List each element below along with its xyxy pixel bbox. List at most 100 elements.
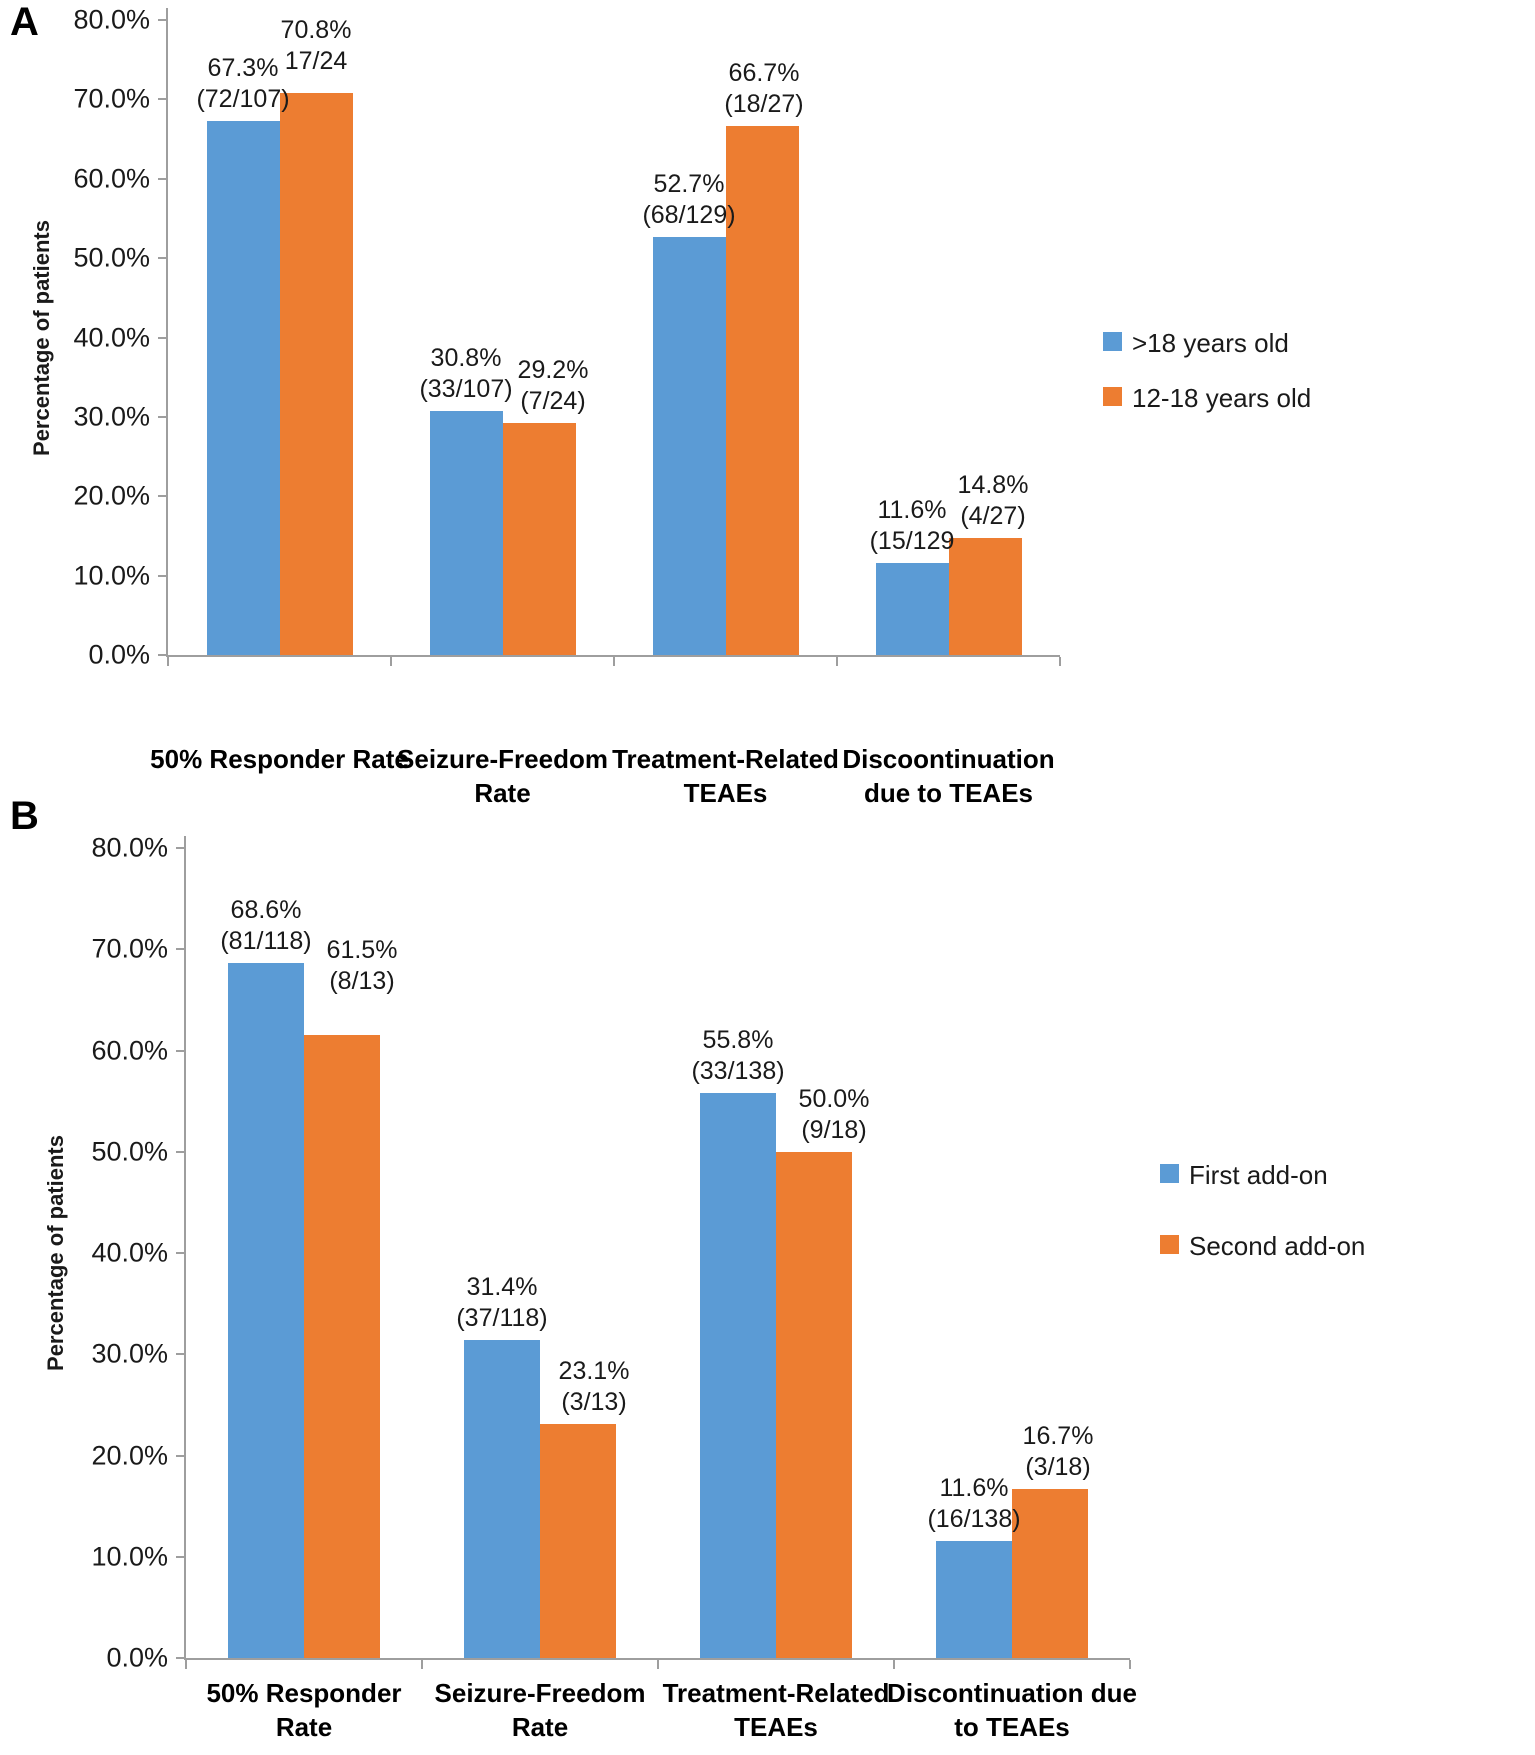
y-tick-mark: [158, 654, 168, 656]
bar-series1: [936, 1540, 1012, 1658]
y-tick-mark: [176, 1657, 186, 1659]
y-tick-label: 40.0%: [73, 322, 150, 352]
panel-a-letter: A: [10, 0, 39, 44]
x-category-label: Discoontinuation due to TEAEs: [842, 744, 1055, 808]
x-category-label: Discontinuation due to TEAEs: [887, 1678, 1137, 1742]
y-tick-mark: [176, 1454, 186, 1457]
y-tick-mark: [158, 495, 168, 498]
legend-item: First add-on: [1160, 1160, 1420, 1190]
y-tick-label: 80.0%: [91, 832, 168, 863]
y-tick-mark: [158, 415, 168, 418]
bar-series2: [279, 93, 353, 655]
y-tick-mark: [176, 948, 186, 951]
y-axis-title: Percentage of patients: [43, 1135, 68, 1371]
legend-label: First add-on: [1189, 1160, 1328, 1190]
y-tick-mark: [176, 1555, 186, 1558]
y-tick-label: 60.0%: [73, 163, 150, 194]
legend-swatch-icon: [1103, 332, 1122, 351]
legend-label: >18 years old: [1132, 328, 1289, 358]
x-category-label: Seizure-Freedom Rate: [397, 744, 608, 808]
x-tick-mark: [1129, 1660, 1131, 1669]
bar-value-label: 30.8% (33/107): [419, 343, 513, 403]
bar-value-label: 31.4% (37/118): [456, 1273, 548, 1333]
x-tick-mark: [657, 1660, 659, 1669]
bar-series2: [304, 1035, 380, 1658]
bar-series2: [776, 1151, 852, 1658]
y-tick-mark: [176, 1049, 186, 1052]
y-tick-mark: [158, 19, 168, 21]
bar-value-label: 52.7% (68/129): [642, 169, 736, 229]
y-axis-line: [166, 8, 168, 657]
x-category-label: 50% Responder Rate: [206, 1678, 402, 1742]
y-tick-label: 80.0%: [73, 4, 150, 35]
bar-series1: [206, 120, 280, 655]
y-tick-label: 60.0%: [91, 1035, 168, 1065]
y-tick-mark: [158, 257, 168, 260]
bar-series1: [464, 1340, 540, 1658]
x-axis-line: [168, 655, 1060, 657]
y-tick-mark: [158, 336, 168, 339]
legend-label: 12-18 years old: [1132, 383, 1312, 413]
y-tick-mark: [158, 574, 168, 577]
x-category-label: Seizure-Freedom Rate: [434, 1678, 646, 1742]
x-tick-mark: [836, 657, 838, 666]
y-tick-mark: [176, 847, 186, 849]
x-category-label: Treatment-Related TEAEs: [612, 744, 839, 808]
x-tick-mark: [613, 657, 615, 666]
bar-series2: [540, 1424, 616, 1658]
bar-value-label: 67.3% (72/107): [196, 53, 290, 113]
legend-item: Second add-on: [1160, 1231, 1420, 1261]
x-tick-mark: [1059, 657, 1061, 666]
bar-series1: [875, 562, 949, 655]
bar-series1: [652, 236, 726, 655]
bar-value-label: 50.0% (9/18): [798, 1084, 870, 1144]
y-tick-mark: [176, 1252, 186, 1254]
y-tick-label: 0.0%: [88, 639, 150, 670]
y-tick-label: 40.0%: [91, 1237, 168, 1268]
legend-swatch-icon: [1103, 387, 1122, 406]
y-tick-mark: [158, 98, 168, 101]
y-tick-label: 20.0%: [73, 480, 150, 511]
bar-series2: [948, 537, 1022, 655]
y-tick-label: 70.0%: [73, 83, 150, 114]
x-category-label: 50% Responder Rate: [150, 744, 409, 774]
bar-value-label: 11.6% (16/138): [927, 1473, 1021, 1533]
y-axis-line: [184, 836, 186, 1660]
bar-series1: [429, 410, 503, 655]
y-tick-label: 30.0%: [91, 1338, 168, 1369]
panel-b-letter: B: [10, 794, 39, 838]
x-tick-mark: [167, 657, 169, 666]
legend-swatch-icon: [1160, 1164, 1179, 1183]
bar-series2: [502, 423, 576, 655]
y-tick-label: 10.0%: [91, 1541, 168, 1572]
bar-value-label: 11.6% (15/129: [869, 495, 955, 555]
y-tick-label: 70.0%: [91, 933, 168, 964]
y-tick-label: 50.0%: [73, 242, 150, 273]
bar-series1: [228, 963, 304, 1658]
bar-value-label: 66.7% (18/27): [724, 58, 804, 118]
y-tick-label: 10.0%: [73, 560, 150, 591]
y-axis-title: Percentage of patients: [29, 219, 54, 456]
legend-item: >18 years old: [1103, 328, 1363, 358]
bar-value-label: 16.7% (3/18): [1022, 1421, 1094, 1481]
y-tick-mark: [158, 177, 168, 180]
bar-value-label: 70.8% 17/24: [280, 16, 352, 76]
x-category-label: Treatment-Related TEAEs: [662, 1678, 890, 1742]
legend-label: Second add-on: [1189, 1231, 1366, 1261]
x-tick-mark: [893, 1660, 895, 1669]
y-tick-mark: [176, 1353, 186, 1356]
bar-series2: [1012, 1488, 1088, 1658]
bar-series2: [725, 125, 799, 655]
bar-series1: [700, 1093, 776, 1658]
x-tick-mark: [390, 657, 392, 666]
y-tick-label: 20.0%: [91, 1440, 168, 1470]
legend-swatch-icon: [1160, 1235, 1179, 1254]
y-tick-label: 30.0%: [73, 401, 150, 432]
x-axis-line: [186, 1658, 1130, 1660]
bar-value-label: 14.8% (4/27): [957, 470, 1029, 530]
bar-value-label: 29.2% (7/24): [517, 356, 589, 416]
